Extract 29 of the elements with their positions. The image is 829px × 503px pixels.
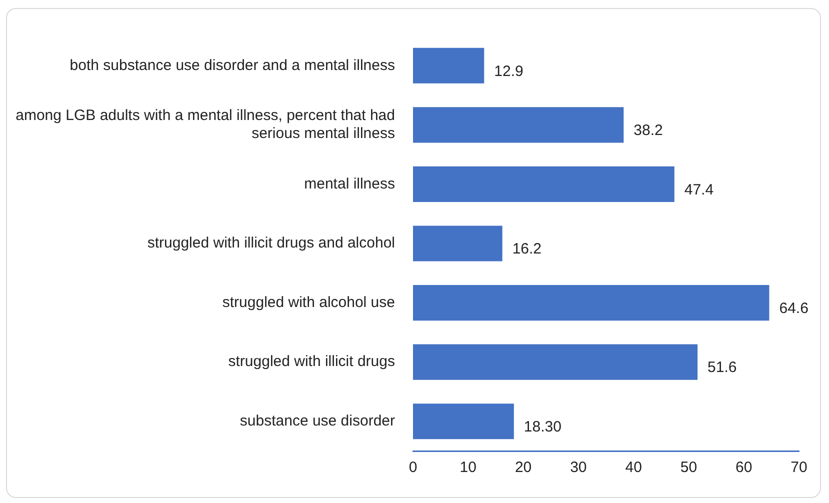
data-label: 64.6 xyxy=(779,300,808,317)
bar xyxy=(413,226,502,262)
y-tick-label: struggled with alcohol use xyxy=(222,294,395,311)
bar xyxy=(413,166,674,202)
x-tick-label: 0 xyxy=(408,459,418,476)
bar xyxy=(413,404,514,440)
x-tick-label: 20 xyxy=(514,459,532,476)
data-label: 38.2 xyxy=(634,122,663,140)
bar xyxy=(413,107,624,143)
y-tick-label: substance use disorder xyxy=(240,412,395,430)
y-tick-label: mental illness xyxy=(304,175,395,192)
data-label: 16.2 xyxy=(512,240,542,258)
y-tick-label: among LGB adults with a mental illness, percent that had serious mental illness xyxy=(16,107,395,142)
y-tick-label: struggled with illicit drugs xyxy=(228,353,395,370)
data-label: 18.30 xyxy=(524,418,562,436)
data-label: 51.6 xyxy=(708,359,737,376)
x-tick-label: 50 xyxy=(680,459,698,476)
x-tick-label: 30 xyxy=(570,459,587,476)
data-label: 47.4 xyxy=(684,181,714,198)
y-tick-label: both substance use disorder and a mental illness xyxy=(70,56,395,74)
data-label: 12.9 xyxy=(494,62,524,80)
x-tick-label: 40 xyxy=(625,459,642,476)
x-tick-label: 70 xyxy=(790,459,808,476)
bar xyxy=(413,48,484,84)
bar xyxy=(413,285,770,321)
y-tick-label: struggled with illicit drugs and alcohol xyxy=(147,234,395,252)
bar xyxy=(413,344,698,380)
x-tick-label: 10 xyxy=(460,459,476,476)
x-tick-label: 60 xyxy=(736,459,752,476)
